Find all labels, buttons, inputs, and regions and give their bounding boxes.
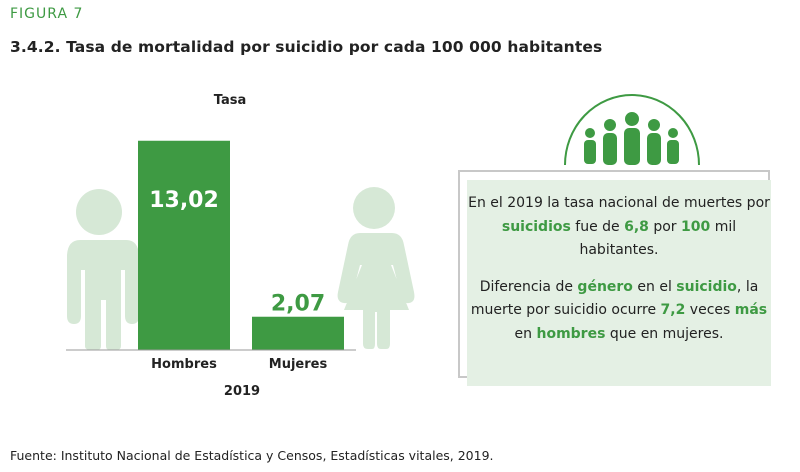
info-text-segment: en el: [632, 278, 677, 295]
info-text-segment: 7,2: [660, 302, 686, 318]
bar-mujeres: [252, 316, 344, 350]
woman-silhouette-icon: [337, 187, 415, 349]
y-axis-label: Tasa: [214, 93, 246, 108]
bar-chart: Tasa 13,02 2,07 Hombres Mujeres 2019: [66, 93, 700, 399]
family-group-icon: [564, 94, 700, 166]
info-text-segment: veces: [685, 302, 735, 318]
info-text-segment: que en mujeres.: [605, 325, 724, 342]
bar-hombres: [138, 140, 230, 350]
info-box-text: En el 2019 la tasa nacional de muertes p…: [467, 192, 771, 346]
source-note: Fuente: Instituto Nacional de Estadístic…: [10, 448, 494, 463]
info-text-segment: 100: [681, 218, 711, 235]
category-labels: Hombres Mujeres: [151, 357, 327, 372]
x-axis-label: 2019: [224, 384, 260, 399]
bars-group: 13,02 2,07: [138, 140, 344, 350]
info-text-segment: suicidios: [501, 218, 571, 235]
page-title: 3.4.2. Tasa de mortalidad por suicidio p…: [10, 38, 603, 56]
info-text-segment: fue de: [570, 218, 625, 235]
info-text-segment: por: [648, 218, 682, 235]
tick-label-hombres: Hombres: [151, 357, 217, 372]
info-text-segment: en: [514, 325, 537, 342]
info-text-segment: mil habitantes.: [579, 218, 737, 259]
info-text-segment: Diferencia de: [479, 278, 578, 295]
data-label-mujeres: 2,07: [271, 292, 325, 317]
info-text-segment: En el 2019 la tasa nacional de muertes p…: [468, 195, 770, 211]
info-paragraph-2: Diferencia de género en el suicidio, la …: [467, 276, 771, 347]
info-text-segment: suicidio: [676, 278, 737, 295]
info-paragraph-1: En el 2019 la tasa nacional de muertes p…: [467, 192, 771, 263]
info-text-segment: más: [734, 302, 768, 318]
data-label-hombres: 13,02: [149, 188, 219, 213]
info-text-segment: hombres: [536, 325, 606, 342]
tick-label-mujeres: Mujeres: [269, 357, 328, 372]
figure-label: FIGURA 7: [10, 6, 84, 22]
info-box: [467, 180, 771, 386]
info-text-segment: género: [577, 278, 633, 295]
man-silhouette-icon: [67, 189, 139, 350]
info-text-segment: 6,8: [624, 218, 649, 235]
info-text-segment: , la muerte por suicidio ocurre: [470, 278, 759, 319]
